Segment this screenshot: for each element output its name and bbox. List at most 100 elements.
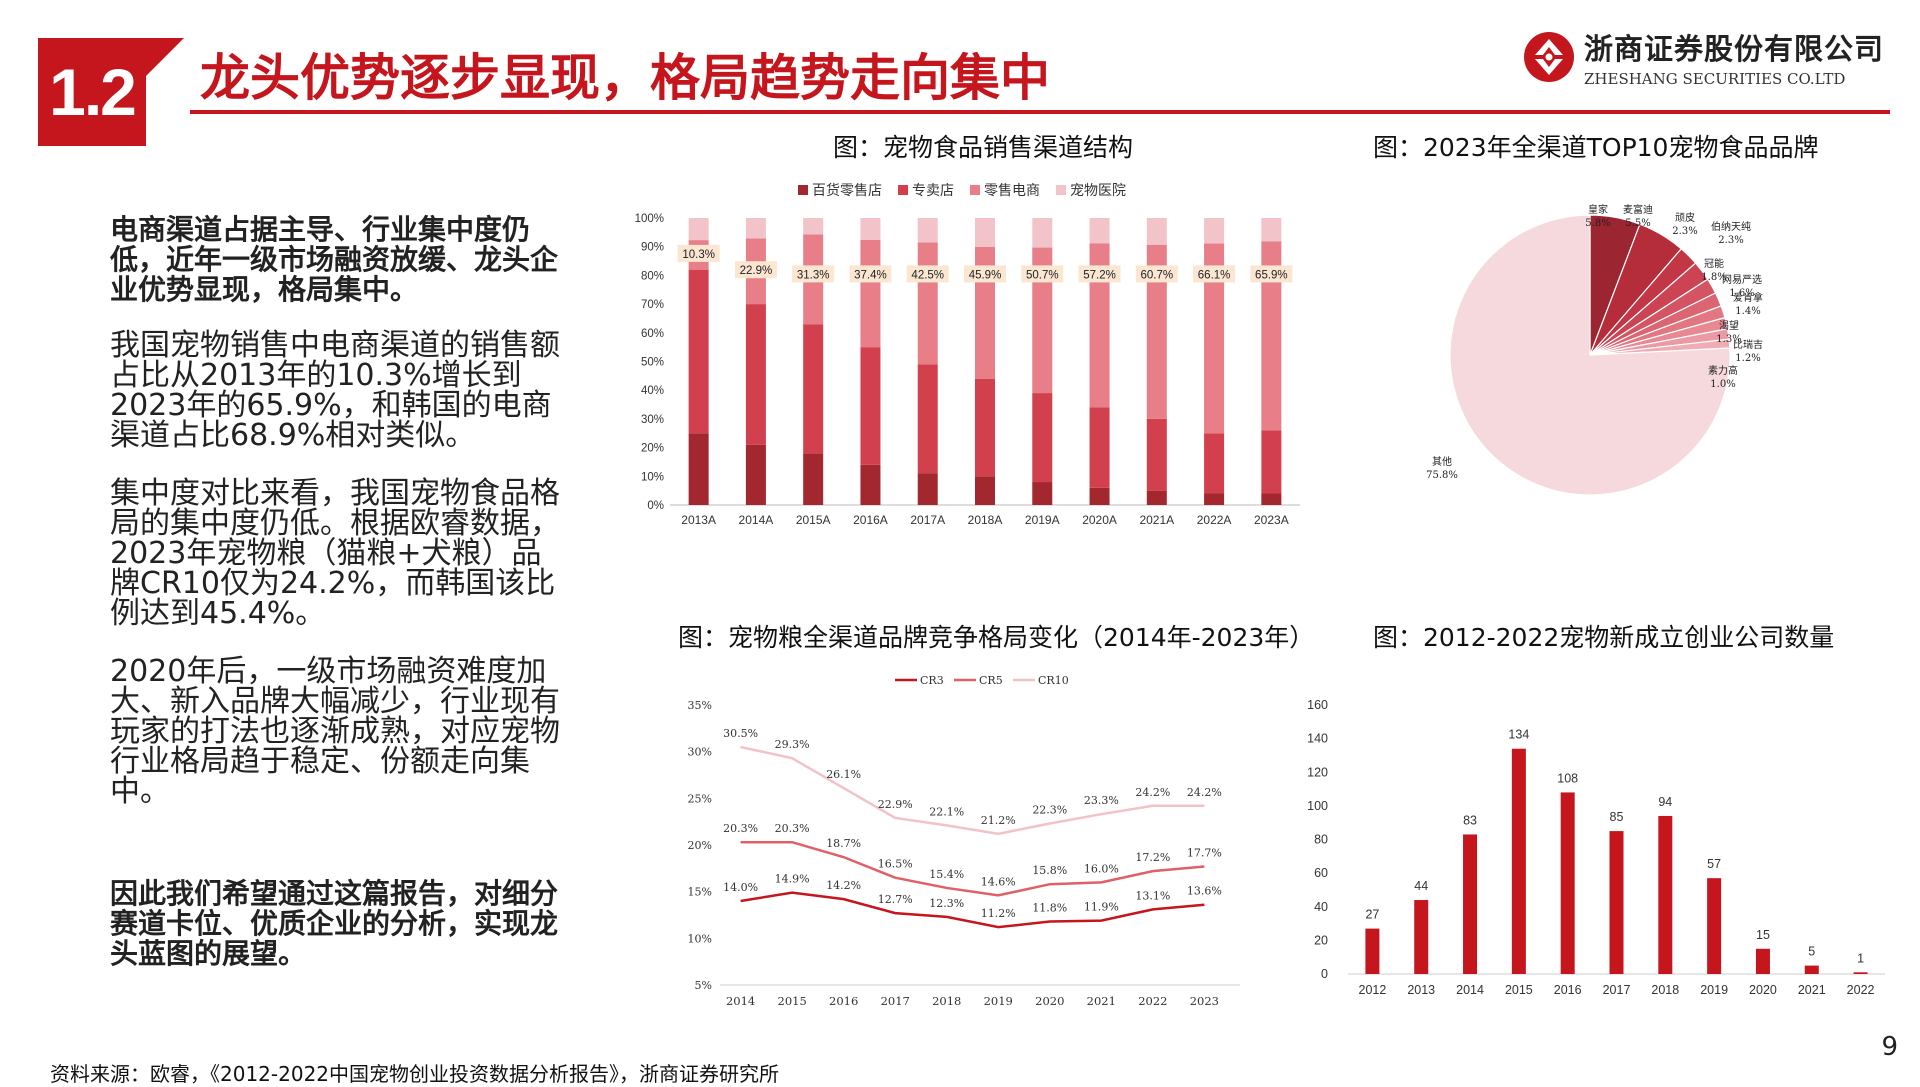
data-label: 15.4% (929, 868, 964, 881)
legend-label-2: CR10 (1038, 674, 1069, 687)
data-label: 65.9% (1255, 269, 1288, 281)
stacked-bar-segment (1261, 493, 1282, 505)
stacked-bar-segment (1261, 241, 1282, 431)
y-tick-label: 15% (688, 886, 712, 899)
closing-paragraph: 因此我们希望通过这篇报告，对细分赛道卡位、优质企业的分析，实现龙头蓝图的展望。 (110, 877, 559, 970)
x-tick-label: 2013 (1407, 983, 1435, 997)
stacked-bar-segment (917, 364, 938, 474)
y-tick-label: 120 (1307, 765, 1328, 779)
data-label: 11.8% (1032, 902, 1067, 915)
page-title: 龙头优势逐步显现，格局趋势走向集中 (200, 49, 1050, 107)
x-tick-label: 2016A (853, 513, 888, 527)
data-label: 21.2% (981, 814, 1016, 827)
y-tick-label: 100% (635, 213, 664, 225)
bar (1804, 965, 1819, 974)
source-note: 资料来源：欧睿，《2012-2022中国宠物创业投资数据分析报告》，浙商证券研究… (50, 1062, 780, 1086)
pie-slice-value: 1.0% (1710, 379, 1735, 390)
data-label: 108 (1557, 771, 1578, 785)
data-label: 26.1% (826, 768, 861, 781)
stacked-bar-segment (975, 378, 995, 477)
top10-brand-pie-chart: 皇家 5.8% 麦富迪 5.5% 顽皮 2.3% 伯纳天纯 2.3% 冠能 1.8%网易严选 1.6… (1426, 203, 1763, 496)
data-label: 66.1% (1198, 269, 1231, 281)
x-tick-label: 2022 (1138, 994, 1167, 1008)
data-label: 22.9% (740, 265, 773, 277)
summary-text-column: 电商渠道占据主导、行业集中度仍低，近年一级市场融资放缓、龙头企业优势显现，格局集… (110, 215, 570, 995)
stacked-bar-segment (1032, 393, 1053, 483)
data-label: 20.3% (775, 822, 810, 835)
pie-slice-value: 1.2% (1735, 353, 1760, 364)
series-line-cr3 (740, 891, 1205, 929)
y-tick-label: 20% (641, 443, 664, 455)
y-tick-label: 90% (641, 242, 664, 254)
y-tick-label: 50% (641, 357, 664, 369)
section-number: 1.2 (49, 55, 137, 129)
stacked-bar-segment (1032, 247, 1053, 394)
series-line-cr10 (740, 745, 1205, 836)
data-label-box (849, 265, 892, 283)
x-tick-label: 2019A (1025, 513, 1060, 527)
company-logo-icon (1523, 32, 1574, 82)
data-label-box (734, 261, 777, 279)
data-label-box (1021, 265, 1064, 283)
stacked-bar-segment (745, 218, 766, 239)
data-label: 1 (1857, 951, 1864, 965)
pie-slice-name: 其他 (1432, 455, 1452, 468)
legend-label-3: 宠物医院 (1070, 183, 1126, 199)
data-label: 11.9% (1084, 901, 1119, 914)
y-tick-label: 100 (1307, 799, 1328, 813)
y-tick-label: 40% (641, 385, 664, 397)
data-label: 94 (1658, 795, 1672, 809)
data-label-box (1135, 265, 1178, 283)
stacked-bar-segment (1204, 493, 1225, 505)
x-tick-label: 2015 (1505, 983, 1533, 997)
x-tick-label: 2014A (739, 513, 774, 527)
x-tick-label: 2017 (1603, 983, 1631, 997)
y-tick-label: 140 (1307, 732, 1328, 746)
bar (1414, 900, 1429, 974)
stacked-bar-segment (803, 324, 824, 454)
stacked-bar-segment (975, 476, 995, 505)
data-label: 14.0% (723, 881, 758, 894)
pie-slice-name: 冠能 (1704, 257, 1724, 270)
page-number: 9 (1881, 1032, 1898, 1062)
x-tick-label: 2015A (796, 513, 831, 527)
stacked-bar-segment (1146, 490, 1167, 505)
data-label: 134 (1508, 728, 1529, 742)
data-label-box (964, 265, 1006, 283)
y-tick-label: 5% (695, 979, 712, 992)
stacked-bar-segment (1261, 430, 1282, 494)
stacked-bar-segment (1204, 433, 1225, 494)
pie-slice-name: 渴望 (1719, 319, 1739, 332)
legend-label-1: 专卖店 (912, 183, 954, 199)
x-tick-label: 2020A (1082, 513, 1117, 527)
stacked-bar-segment (1204, 243, 1225, 434)
caption-startup-count: 图：2012-2022宠物新成立创业公司数量 (1373, 623, 1835, 652)
pie-slice-value: 2.3% (1718, 235, 1743, 246)
data-label: 45.9% (969, 269, 1002, 281)
brand-concentration-line-chart: CR3 CR5 CR10 5% 10% 15% 20% 25% 30% 35% 2014 2015 20… (688, 674, 1240, 1008)
x-tick-label: 2020 (1749, 983, 1777, 997)
caption-top10-brands: 图：2023年全渠道TOP10宠物食品品牌 (1373, 133, 1819, 162)
caption-brand-competition: 图：宠物粮全渠道品牌竞争格局变化（2014年-2023年） (678, 623, 1315, 652)
data-label: 50.7% (1026, 269, 1059, 281)
data-label: 42.5% (911, 269, 944, 281)
pie-slice-name: 伯纳天纯 (1711, 220, 1751, 233)
data-label: 10.3% (682, 249, 715, 261)
x-tick-label: 2020 (1035, 994, 1064, 1008)
x-tick-label: 2017A (910, 513, 945, 527)
data-label: 20.3% (723, 822, 758, 835)
data-label-box (677, 244, 720, 262)
data-label: 23.3% (1084, 794, 1119, 807)
y-tick-label: 20% (688, 839, 712, 852)
x-tick-label: 2021 (1087, 994, 1116, 1008)
y-tick-label: 30% (688, 746, 712, 759)
stacked-bar-segment (917, 473, 938, 505)
pie-slice (1449, 214, 1731, 496)
x-tick-label: 2016 (1554, 983, 1582, 997)
x-tick-label: 2017 (881, 994, 910, 1008)
legend-label-1: CR5 (979, 674, 1003, 687)
pie-slice-value: 1.3% (1716, 334, 1741, 345)
data-label: 30.5% (723, 727, 758, 740)
y-tick-label: 0 (1321, 967, 1328, 981)
x-tick-label: 2018 (1651, 983, 1679, 997)
